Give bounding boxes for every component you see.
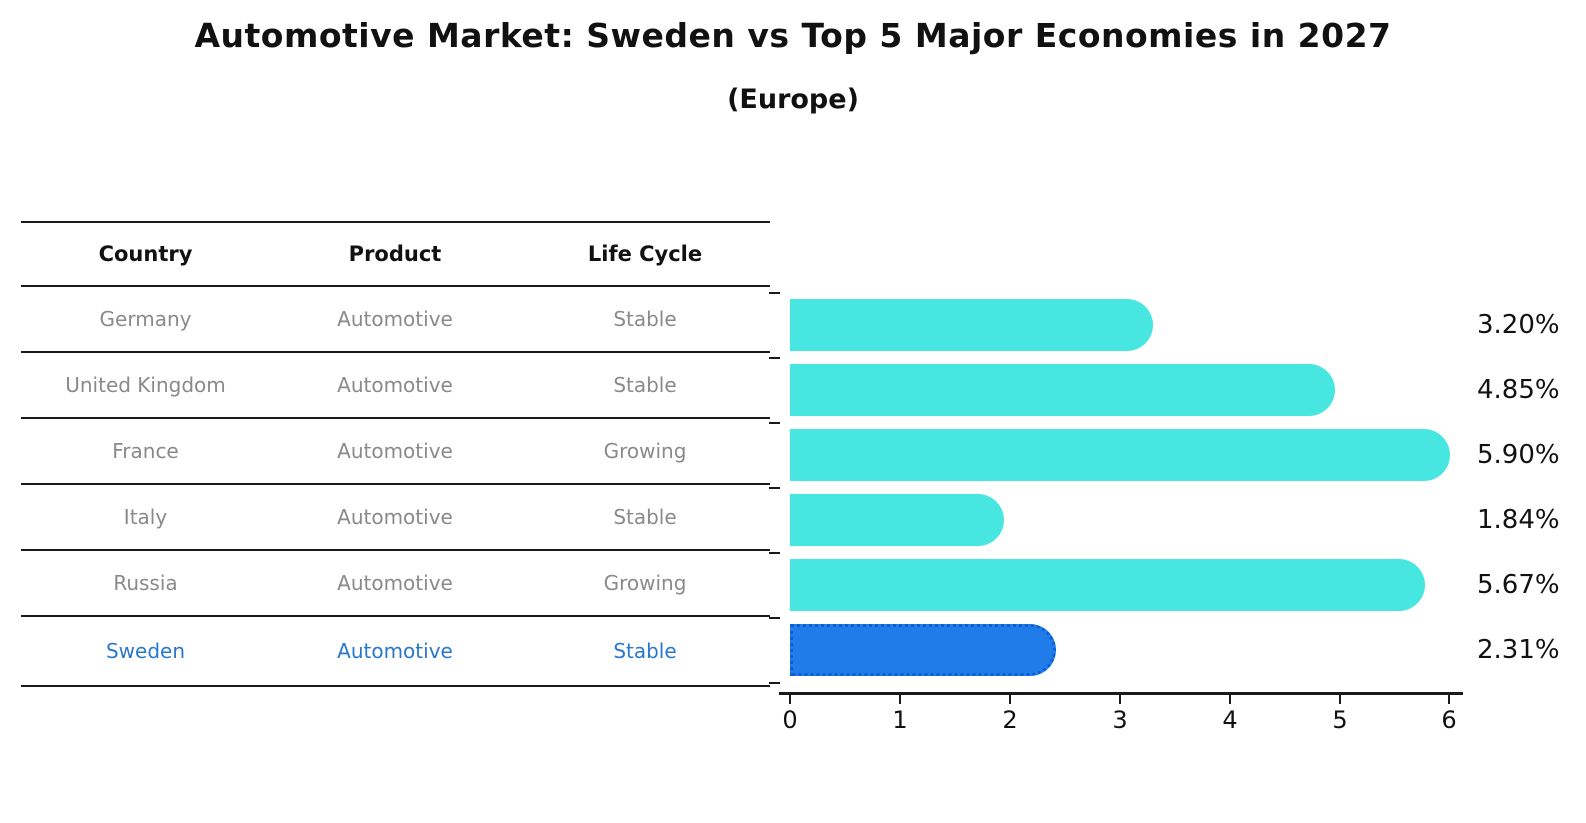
life-cycle-cell: Growing — [603, 439, 687, 463]
y-axis-minor-tick — [769, 487, 780, 489]
y-axis-minor-tick — [769, 422, 780, 424]
product-cell: Automotive — [337, 639, 453, 663]
country-cell: Russia — [113, 571, 178, 595]
bar-germany — [790, 299, 1154, 351]
table-row: Italy Automotive Stable — [21, 485, 770, 551]
x-axis-tick — [1339, 694, 1341, 704]
column-header-product: Product — [348, 242, 442, 266]
bar-italy — [790, 494, 1005, 546]
column-header-life-cycle: Life Cycle — [587, 242, 703, 266]
product-cell: Automotive — [337, 307, 453, 331]
value-label-germany: 3.20% — [1477, 310, 1560, 340]
life-cycle-cell: Growing — [603, 571, 687, 595]
y-axis-minor-tick — [769, 357, 780, 359]
value-label-sweden: 2.31% — [1477, 635, 1560, 665]
x-axis-tick — [1229, 694, 1231, 704]
y-axis-minor-tick — [769, 292, 780, 294]
column-header-country: Country — [98, 242, 193, 266]
x-axis-tick — [1009, 694, 1011, 704]
table-row-highlight-sweden: Sweden Automotive Stable — [21, 617, 770, 685]
chart-title: Automotive Market: Sweden vs Top 5 Major… — [194, 16, 1392, 55]
product-cell: Automotive — [337, 505, 453, 529]
chart-subtitle: (Europe) — [727, 84, 859, 115]
value-label-italy: 1.84% — [1477, 505, 1560, 535]
bar-russia — [790, 559, 1425, 611]
table-row: Russia Automotive Growing — [21, 551, 770, 617]
y-axis-minor-tick — [769, 617, 780, 619]
life-cycle-cell: Stable — [613, 307, 677, 331]
x-axis-tick — [1119, 694, 1121, 704]
value-label-france: 5.90% — [1477, 440, 1560, 470]
product-cell: Automotive — [337, 373, 453, 397]
x-axis-tick — [789, 694, 791, 704]
value-label-united-kingdom: 4.85% — [1477, 375, 1560, 405]
country-cell: Germany — [99, 307, 192, 331]
x-axis-line — [779, 692, 1463, 695]
x-tick-label: 0 — [782, 706, 798, 734]
table-header-row: Country Product Life Cycle — [21, 223, 770, 287]
x-axis-tick — [1448, 694, 1450, 704]
life-cycle-cell: Stable — [613, 373, 677, 397]
x-axis-tick — [899, 694, 901, 704]
country-cell: Sweden — [105, 639, 186, 663]
x-tick-label: 5 — [1332, 706, 1348, 734]
x-tick-label: 2 — [1002, 706, 1018, 734]
country-cell: France — [112, 439, 179, 463]
life-cycle-cell: Stable — [613, 639, 677, 663]
table-row: Germany Automotive Stable — [21, 287, 770, 353]
x-tick-label: 4 — [1222, 706, 1238, 734]
y-axis-minor-tick — [769, 552, 780, 554]
table-row: France Automotive Growing — [21, 419, 770, 485]
x-tick-label: 1 — [892, 706, 908, 734]
x-tick-label: 3 — [1112, 706, 1128, 734]
bar-united-kingdom — [790, 364, 1335, 416]
product-cell: Automotive — [337, 439, 453, 463]
country-cell: Italy — [123, 505, 168, 529]
product-cell: Automotive — [337, 571, 453, 595]
bar-sweden-highlighted — [790, 624, 1056, 676]
y-axis-minor-tick — [769, 682, 780, 684]
country-cell: United Kingdom — [65, 373, 226, 397]
life-cycle-cell: Stable — [613, 505, 677, 529]
value-label-russia: 5.67% — [1477, 570, 1560, 600]
country-table: Country Product Life Cycle Germany Autom… — [21, 221, 770, 687]
bar-france — [790, 429, 1450, 481]
x-tick-label: 6 — [1441, 706, 1457, 734]
table-row: United Kingdom Automotive Stable — [21, 353, 770, 419]
